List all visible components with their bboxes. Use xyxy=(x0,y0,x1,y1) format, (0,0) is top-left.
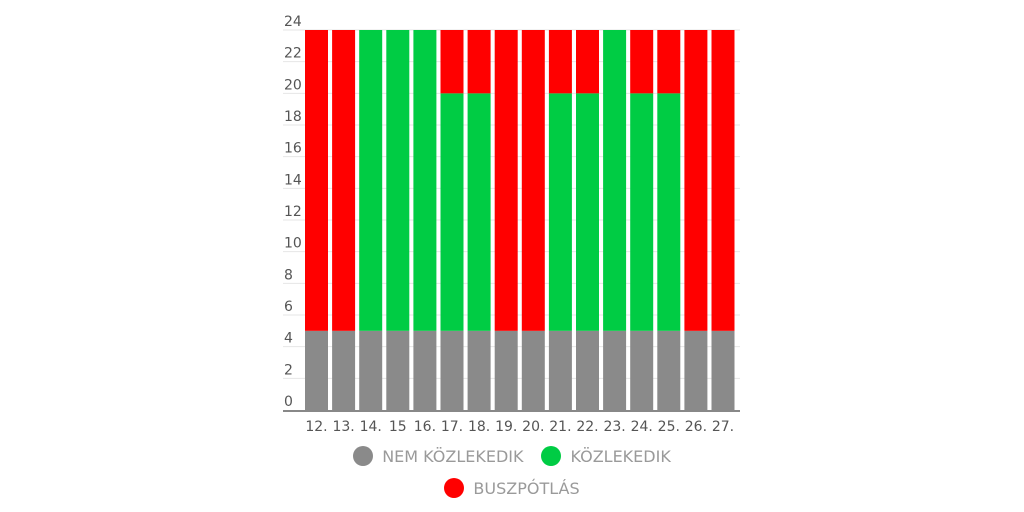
legend-label-nem-kozlekedik: NEM KÖZLEKEDIK xyxy=(382,446,524,466)
x-tick-label: 18. xyxy=(468,419,490,435)
bar-segment xyxy=(548,30,572,94)
legend-item-buszpotlas: BUSZPÓTLÁS xyxy=(444,478,580,498)
legend-row-1: NEM KÖZLEKEDIK KÖZLEKEDIK xyxy=(0,446,1024,466)
legend-label-kozlekedik: KÖZLEKEDIK xyxy=(570,446,671,466)
x-tick-label: 14. xyxy=(360,419,382,435)
y-tick-label: 22 xyxy=(284,46,302,62)
bar-segment xyxy=(305,330,328,410)
y-tick-label: 16 xyxy=(284,141,302,157)
legend-row-2: BUSZPÓTLÁS xyxy=(0,478,1024,498)
x-tick-label: 23. xyxy=(603,419,625,435)
bar-segment xyxy=(305,30,328,331)
bar-segment xyxy=(440,93,464,331)
legend-swatch-buszpotlas xyxy=(444,478,465,498)
bar-segment xyxy=(630,330,654,410)
bar-segment xyxy=(576,30,599,94)
bar-segment xyxy=(332,330,356,410)
x-tick-label: 12. xyxy=(305,419,327,435)
bars xyxy=(305,30,735,410)
bar-segment xyxy=(657,330,681,410)
y-tick-label: 14 xyxy=(284,172,302,188)
bar-segment xyxy=(386,30,410,331)
bar-segment xyxy=(684,330,708,410)
y-tick-label: 2 xyxy=(284,362,293,378)
y-tick-label: 4 xyxy=(284,331,293,347)
bar-segment xyxy=(332,30,356,331)
y-tick-label: 20 xyxy=(284,77,302,93)
bar-segment xyxy=(467,330,491,410)
bar-segment xyxy=(711,330,735,410)
bar-segment xyxy=(413,330,437,410)
y-tick-label: 12 xyxy=(284,204,302,220)
x-tick-label: 25. xyxy=(658,419,680,435)
x-tick-label: 22. xyxy=(576,419,598,435)
bar-segment xyxy=(467,93,491,331)
y-tick-label: 8 xyxy=(284,267,293,283)
y-tick-label: 0 xyxy=(284,394,293,410)
x-tick-label: 27. xyxy=(712,419,734,435)
bar-segment xyxy=(576,93,599,331)
bar-segment xyxy=(711,30,735,331)
bar-segment xyxy=(521,30,545,331)
bar-segment xyxy=(603,330,627,410)
bar-segment xyxy=(684,30,708,331)
x-tick-label: 21. xyxy=(549,419,571,435)
x-tick-label: 26. xyxy=(685,419,707,435)
bar-segment xyxy=(359,330,383,410)
legend-label-buszpotlas: BUSZPÓTLÁS xyxy=(473,478,580,498)
bar-segment xyxy=(467,30,491,94)
legend-swatch-nem-kozlekedik xyxy=(353,446,374,466)
bar-segment xyxy=(359,30,383,331)
bar-segment xyxy=(521,330,545,410)
y-tick-label: 10 xyxy=(284,236,302,252)
x-tick-label: 20. xyxy=(522,419,544,435)
bar-segment xyxy=(548,93,572,331)
x-tick-label: 13. xyxy=(332,419,354,435)
bar-segment xyxy=(630,30,654,94)
x-tick-labels: 12. 13. 14. 15 16. 17. 18. 19. 20. 21. 22. 23. 24. 25… xyxy=(305,419,734,435)
legend-item-nem-kozlekedik: NEM KÖZLEKEDIK xyxy=(353,446,523,466)
legend-swatch-kozlekedik xyxy=(541,446,562,466)
y-tick-label: 18 xyxy=(284,109,302,125)
bar-segment xyxy=(657,93,681,331)
bar-segment xyxy=(440,30,464,94)
legend-item-kozlekedik: KÖZLEKEDIK xyxy=(541,446,671,466)
bar-segment xyxy=(576,330,599,410)
bar-segment xyxy=(548,330,572,410)
bar-segment xyxy=(413,30,437,331)
bar-segment xyxy=(440,330,464,410)
x-tick-label: 16. xyxy=(414,419,436,435)
bar-segment xyxy=(386,330,410,410)
bar-segment xyxy=(494,30,518,331)
x-tick-label: 17. xyxy=(441,419,463,435)
x-tick-label: 15 xyxy=(389,419,407,435)
bar-segment xyxy=(494,330,518,410)
bar-segment xyxy=(657,30,681,94)
x-tick-label: 24. xyxy=(631,419,653,435)
bar-segment xyxy=(630,93,654,331)
y-tick-label: 24 xyxy=(284,14,302,30)
bar-segment xyxy=(603,30,627,331)
y-tick-label: 6 xyxy=(284,299,293,315)
x-tick-label: 19. xyxy=(495,419,517,435)
